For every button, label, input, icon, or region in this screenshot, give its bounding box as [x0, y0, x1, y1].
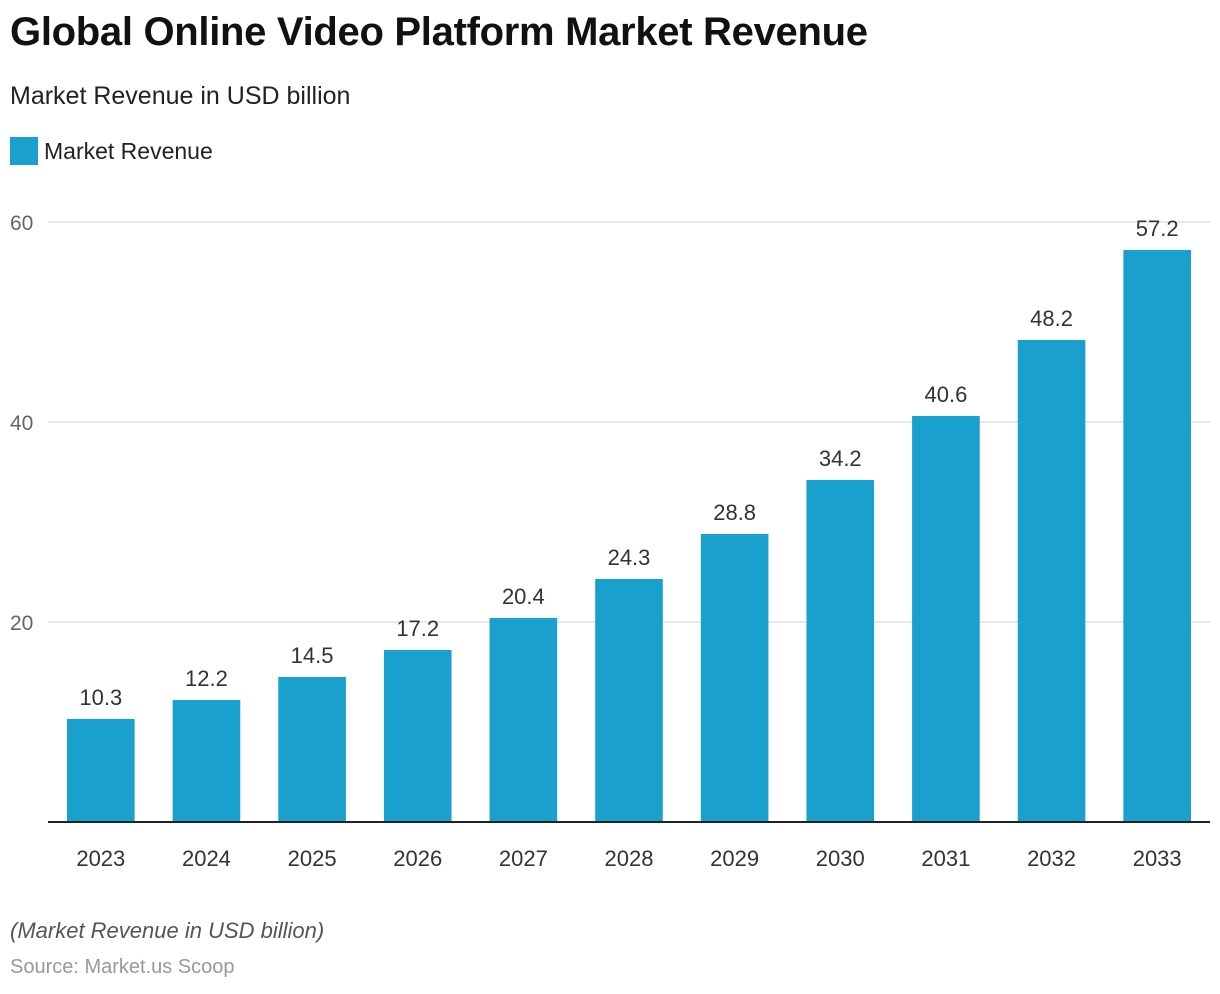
x-tick-label: 2027: [499, 846, 548, 871]
bar: [489, 618, 558, 822]
data-label: 34.2: [819, 446, 862, 471]
y-tick-label: 60: [10, 212, 33, 235]
data-label: 12.2: [185, 666, 228, 691]
x-tick-label: 2032: [1027, 846, 1076, 871]
bar: [806, 480, 875, 822]
chart-title: Global Online Video Platform Market Reve…: [10, 10, 868, 54]
x-tick-label: 2026: [393, 846, 442, 871]
bar: [1017, 340, 1086, 822]
bar: [383, 650, 452, 822]
x-tick-label: 2024: [182, 846, 231, 871]
x-tick-label: 2033: [1133, 846, 1182, 871]
x-tick-label: 2025: [288, 846, 337, 871]
bar: [700, 534, 769, 822]
x-tick-label: 2029: [710, 846, 759, 871]
data-label: 48.2: [1030, 306, 1073, 331]
x-tick-label: 2030: [816, 846, 865, 871]
bar: [67, 719, 135, 822]
data-label: 57.2: [1136, 216, 1179, 241]
source-note: Source: Market.us Scoop: [10, 956, 235, 978]
data-label: 28.8: [713, 500, 756, 525]
bar: [172, 700, 241, 822]
bar: [595, 579, 663, 822]
x-tick-label: 2028: [605, 846, 654, 871]
legend-swatch: [10, 137, 38, 165]
y-tick-label: 20: [10, 612, 33, 635]
data-label: 17.2: [396, 616, 439, 641]
data-label: 10.3: [79, 685, 122, 710]
chart-subtitle: Market Revenue in USD billion: [10, 82, 351, 110]
x-tick-label: 2031: [921, 846, 970, 871]
data-label: 24.3: [608, 545, 651, 570]
legend-label: Market Revenue: [44, 137, 213, 164]
bar: [912, 416, 980, 822]
bar: [1123, 250, 1191, 822]
legend: Market Revenue: [10, 137, 213, 165]
bar: [278, 677, 346, 822]
footnote: (Market Revenue in USD billion): [10, 918, 325, 943]
x-tick-label: 2023: [76, 846, 125, 871]
data-label: 40.6: [924, 382, 967, 407]
data-label: 20.4: [502, 584, 545, 609]
bar-chart: 20 40 60 10.3 2023 12.2 2024 14.5 2025 17.2 2026 20…: [10, 212, 1210, 871]
y-tick-label: 40: [10, 412, 33, 435]
data-label: 14.5: [291, 643, 334, 668]
